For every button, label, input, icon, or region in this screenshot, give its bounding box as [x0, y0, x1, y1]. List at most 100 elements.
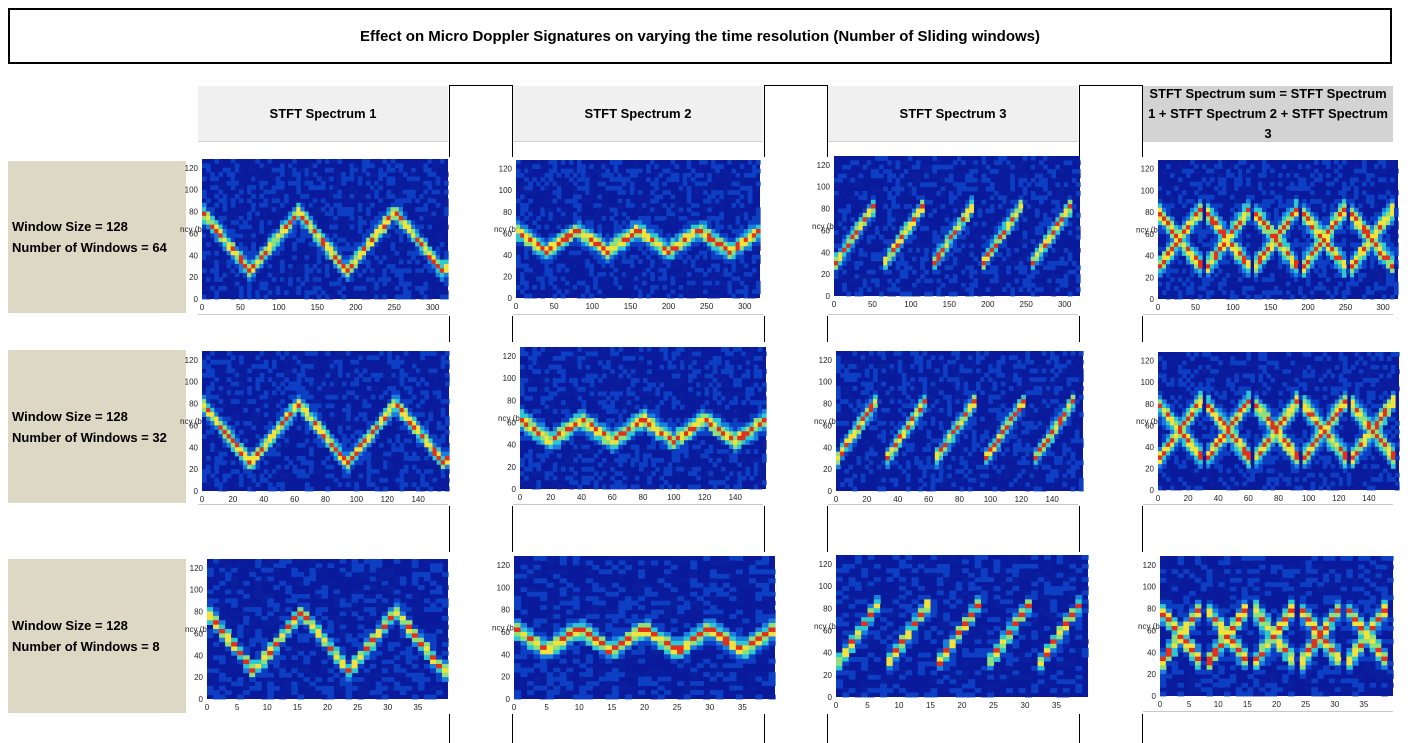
spectrogram-cell: [374, 237, 379, 243]
spectrogram-cell: [711, 181, 716, 187]
spectrogram-cell: [276, 429, 281, 435]
spectrogram-cell: [654, 181, 659, 187]
spectrogram-cell: [1318, 199, 1323, 204]
spectrogram-cell: [1338, 264, 1343, 269]
spectrogram-cell: [642, 289, 647, 295]
spectrogram-cell: [304, 167, 310, 173]
spectrogram-cell: [411, 250, 416, 256]
spectrogram-cell: [300, 202, 306, 208]
spectrogram-cell: [609, 233, 615, 239]
spectrogram-cell: [202, 246, 207, 252]
spectrogram-cell: [1034, 291, 1040, 297]
spectrogram-cell: [259, 202, 265, 208]
spectrogram-cell: [366, 264, 371, 269]
spectrogram-cell: [686, 229, 692, 234]
spectrogram-cell: [243, 259, 248, 265]
spectrogram-cell: [703, 224, 708, 230]
spectrogram-cell: [686, 254, 692, 260]
spectrogram-cell: [1067, 208, 1073, 214]
spectrogram-cell: [1190, 207, 1195, 213]
spectrogram-cell: [206, 207, 211, 212]
spectrogram-cell: [1030, 269, 1036, 275]
spectrogram-cell: [703, 280, 708, 286]
spectrogram-cell: [520, 229, 525, 234]
spectrogram-cell: [1047, 230, 1052, 236]
spectrogram-cell: [230, 246, 236, 252]
spectrogram-cell: [682, 181, 688, 187]
spectrogram-cell: [850, 217, 856, 223]
spectrogram-cell: [1170, 216, 1175, 222]
spectrogram-cell: [1270, 290, 1275, 296]
spectrogram-cell: [1318, 242, 1323, 248]
spectrogram-cell: [1002, 199, 1007, 205]
figure-title: Effect on Micro Doppler Signatures on va…: [8, 8, 1392, 64]
spectrogram-cell: [300, 456, 306, 461]
spectrogram-cell: [924, 252, 929, 258]
spectrogram-cell: [948, 173, 954, 179]
window-size-label: Window Size = 128: [12, 408, 128, 424]
spectrogram-cell: [333, 194, 338, 199]
spectrogram-cell: [699, 172, 704, 178]
spectrogram-cell: [735, 241, 741, 247]
spectrogram-cell: [304, 290, 310, 296]
spectrogram-cell: [304, 224, 310, 230]
spectrogram-cell: [1018, 160, 1024, 166]
spectrogram-cell: [308, 268, 314, 274]
spectrogram-cell: [292, 407, 298, 413]
spectrogram-cell: [1043, 164, 1048, 170]
spectrogram-cell: [862, 278, 868, 284]
spectrogram-cell: [366, 237, 371, 243]
spectrogram-cell: [719, 280, 724, 286]
spectrogram-cell: [296, 172, 301, 177]
spectrogram-cell: [540, 237, 546, 243]
spectrogram-cell: [1258, 173, 1263, 178]
spectrogram-cell: [1026, 278, 1032, 284]
spectrogram-cell: [944, 230, 950, 236]
spectrogram-cell: [218, 277, 224, 282]
spectrogram-cell: [998, 164, 1003, 170]
spectrogram-cell: [907, 186, 913, 192]
spectrogram-cell: [998, 160, 1003, 166]
spectrogram-cell: [333, 451, 339, 457]
spectrogram-cell: [1250, 246, 1255, 252]
spectrogram-cell: [834, 195, 839, 201]
spectrogram-cell: [309, 425, 314, 431]
spectrogram-cell: [1294, 173, 1299, 178]
spectrogram-cell: [686, 237, 692, 243]
spectrogram-cell: [940, 173, 946, 179]
spectrogram-cell: [621, 246, 627, 251]
spectrogram-cell: [304, 229, 310, 234]
spectrogram-cell: [1322, 285, 1327, 291]
spectrogram-cell: [936, 160, 942, 166]
spectrogram-cell: [296, 407, 302, 413]
spectrogram-cell: [366, 246, 371, 252]
spectrogram-cell: [222, 167, 228, 173]
spectrogram-cell: [423, 211, 429, 217]
spectrogram-cell: [883, 156, 888, 161]
spectrogram-cell: [654, 185, 659, 191]
spectrogram-cell: [312, 250, 318, 256]
spectrogram-cell: [944, 164, 950, 170]
spectrogram-cell: [337, 207, 342, 212]
spectrogram-cell: [1194, 233, 1199, 239]
spectrogram-cell: [1350, 199, 1355, 204]
spectrogram-cell: [936, 269, 942, 275]
spectrogram-cell: [739, 246, 745, 251]
spectrogram-cell: [1270, 225, 1275, 230]
spectrogram-cell: [524, 177, 529, 182]
spectrogram-cell: [255, 381, 261, 387]
spectrogram-cell: [911, 191, 917, 196]
spectrogram-cell: [658, 263, 663, 269]
spectrogram-cell: [234, 176, 240, 182]
spectrogram-cell: [711, 233, 716, 239]
spectrogram-cell: [1166, 238, 1171, 243]
spectrogram-cell: [271, 412, 277, 418]
spectrogram-cell: [1010, 217, 1015, 223]
spectrogram-cell: [222, 281, 228, 287]
spectrogram-cell: [361, 281, 367, 287]
x-tick-label: 150: [311, 303, 325, 312]
spectrogram-cell: [1018, 287, 1024, 293]
spectrogram-cell: [296, 215, 301, 221]
spectrogram-cell: [638, 194, 643, 200]
spectrogram-cell: [263, 434, 269, 439]
